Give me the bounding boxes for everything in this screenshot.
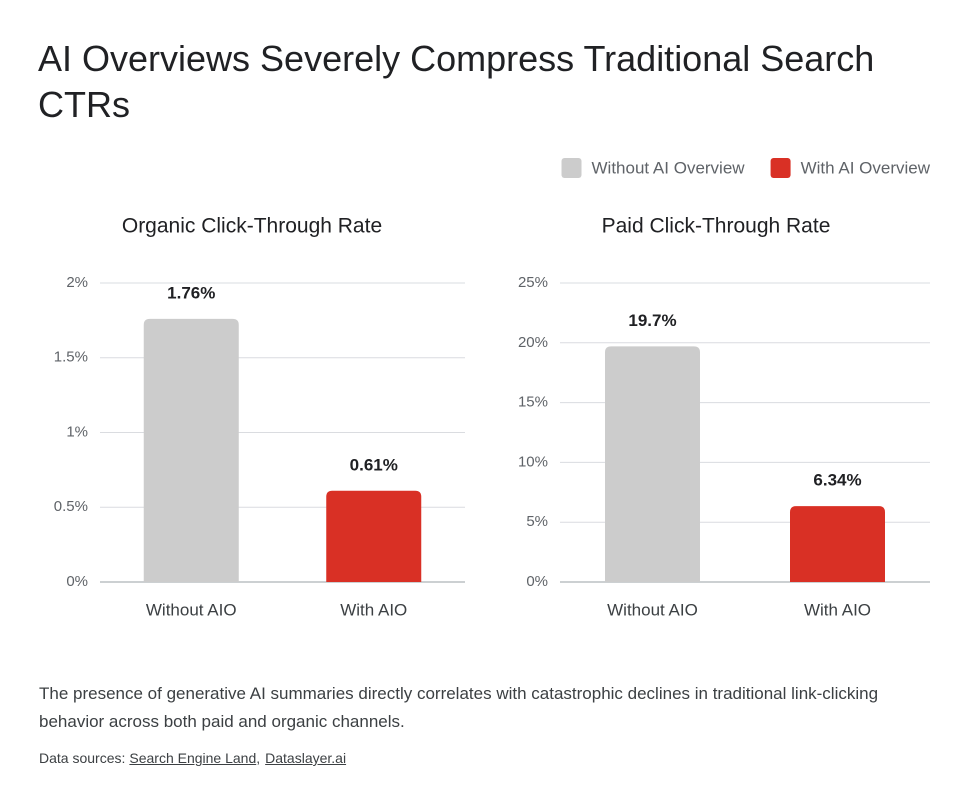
bar <box>605 346 700 582</box>
legend-label: Without AI Overview <box>592 158 746 177</box>
data-label: 19.7% <box>628 311 676 330</box>
legend-swatch <box>561 158 582 178</box>
chart-title: Organic Click-Through Rate <box>122 215 382 238</box>
y-tick-label: 20% <box>518 334 548 351</box>
x-tick-label: With AIO <box>804 600 871 619</box>
y-tick-label: 25% <box>518 274 548 291</box>
x-tick-label: Without AIO <box>146 600 237 619</box>
source-link[interactable]: Dataslayer.ai <box>265 750 347 766</box>
caption: The presence of generative AI summaries … <box>39 684 879 731</box>
bar <box>143 318 239 582</box>
x-tick-label: With AIO <box>340 600 407 619</box>
sources: Data sources: Search Engine Land, Dataslay… <box>39 750 346 766</box>
y-tick-label: 1.5% <box>54 349 88 366</box>
y-tick-label: 5% <box>526 513 548 530</box>
y-tick-label: 10% <box>518 453 548 470</box>
y-tick-label: 15% <box>518 394 548 411</box>
x-tick-label: Without AIO <box>607 600 698 619</box>
legend-label: With AI Overview <box>801 158 931 177</box>
data-label: 0.61% <box>350 455 398 474</box>
data-label: 1.76% <box>167 283 215 302</box>
data-label: 6.34% <box>813 471 861 490</box>
bar <box>326 490 422 582</box>
separator: , <box>256 750 261 766</box>
page-title: AI Overviews Severely Compress Tradition… <box>38 38 875 125</box>
legend-swatch <box>770 158 791 178</box>
bar <box>790 506 885 582</box>
source-link[interactable]: Search Engine Land <box>129 750 257 766</box>
chart-title: Paid Click-Through Rate <box>602 215 831 238</box>
y-tick-label: 0.5% <box>54 498 88 515</box>
y-tick-label: 0% <box>526 573 548 590</box>
y-tick-label: 0% <box>66 573 88 590</box>
y-tick-label: 1% <box>66 423 88 440</box>
y-tick-label: 2% <box>66 274 88 291</box>
sources-label: Data sources: <box>39 750 126 766</box>
